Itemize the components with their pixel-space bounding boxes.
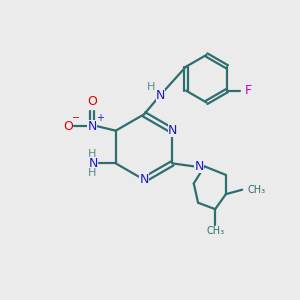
Text: O: O: [63, 120, 73, 133]
Text: N: N: [89, 157, 98, 170]
Text: O: O: [87, 95, 97, 108]
Text: N: N: [168, 124, 177, 137]
Text: F: F: [244, 84, 251, 97]
Text: −: −: [72, 113, 81, 123]
Text: N: N: [194, 160, 204, 173]
Text: CH₃: CH₃: [206, 226, 224, 236]
Text: N: N: [156, 88, 165, 101]
Text: H: H: [88, 149, 96, 159]
Text: N: N: [140, 173, 149, 186]
Text: +: +: [96, 113, 104, 123]
Text: H: H: [88, 168, 96, 178]
Text: H: H: [147, 82, 156, 92]
Text: CH₃: CH₃: [248, 185, 266, 195]
Text: N: N: [87, 120, 97, 133]
